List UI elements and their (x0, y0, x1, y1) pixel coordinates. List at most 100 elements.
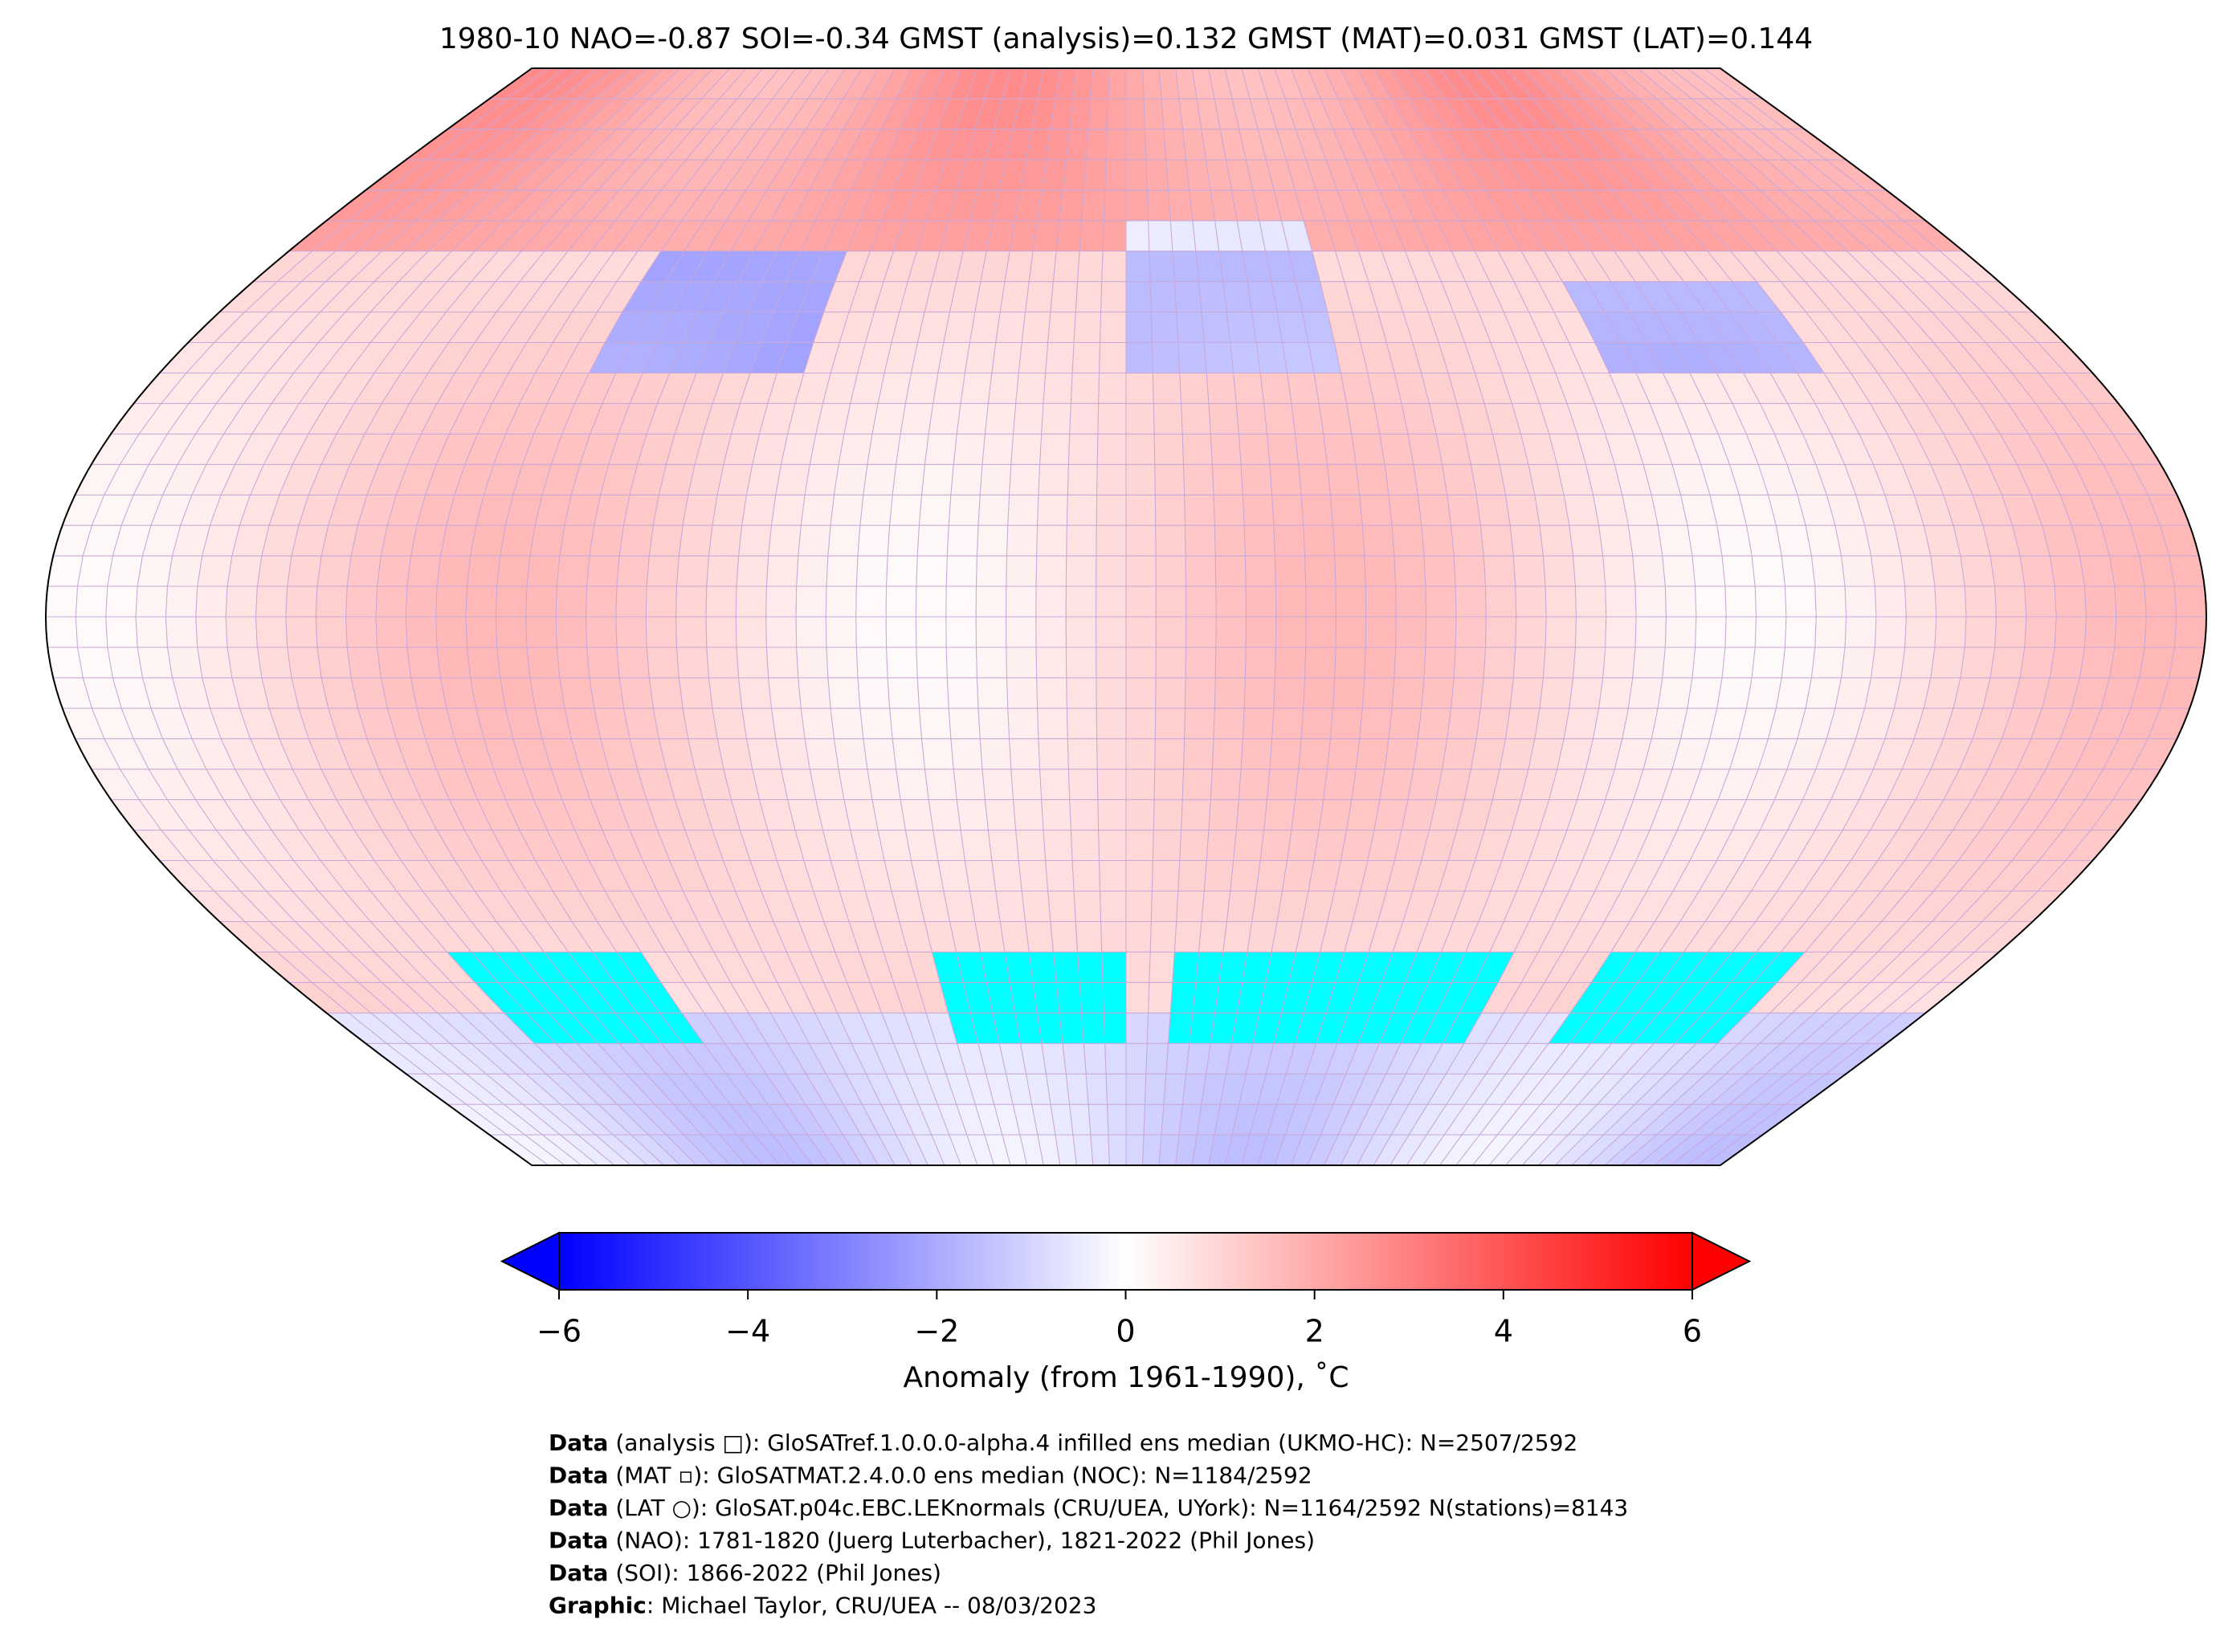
grid-cell (916, 677, 949, 709)
footer-text: (LAT ○): GloSAT.p04c.EBC.LEKnormals (CRU… (608, 1495, 1628, 1521)
grid-cell (675, 616, 708, 648)
grid-cell (1153, 799, 1183, 831)
grid-cell (1097, 402, 1127, 434)
grid-cell (1177, 860, 1207, 891)
grid-cell (1067, 463, 1098, 496)
grid-cell (708, 677, 743, 709)
grid-cell (470, 677, 507, 709)
grid-cell (1662, 647, 1696, 679)
grid-cell (928, 402, 961, 434)
grid-cell (1100, 281, 1127, 313)
grid-cell (1686, 68, 1747, 100)
grid-cell (375, 585, 408, 618)
grid-cell (1394, 647, 1426, 679)
grid-cell (924, 433, 957, 465)
grid-cell (859, 68, 896, 100)
grid-cell (465, 585, 498, 618)
grid-cell (1244, 555, 1276, 587)
grid-cell (1413, 463, 1448, 496)
grid-cell (500, 524, 536, 557)
grid-cell (1326, 738, 1361, 770)
grid-cell (1810, 647, 1846, 679)
grid-cell (1069, 98, 1092, 130)
grid-cell (1208, 68, 1233, 100)
grid-cell (439, 524, 477, 557)
grid-cell (1605, 616, 1637, 648)
grid-cell (1125, 312, 1153, 343)
grid-cell (1169, 981, 1197, 1014)
grid-cell (1169, 220, 1197, 252)
grid-cell (800, 494, 835, 526)
grid-cell (1379, 769, 1414, 801)
grid-cell (682, 494, 718, 526)
grid-cell (495, 616, 528, 648)
grid-cell (1125, 708, 1157, 740)
grid-cell (1006, 585, 1037, 618)
grid-cell (1453, 555, 1487, 587)
grid-cell (1018, 860, 1049, 891)
grid-cell (1179, 830, 1210, 862)
grid-cell (1542, 647, 1576, 679)
grid-cell (1874, 616, 1907, 648)
grid-cell (855, 647, 888, 679)
grid-cell (1814, 616, 1847, 648)
grid-cell (524, 68, 583, 100)
grid-cell (1206, 830, 1237, 862)
grid-cell (918, 494, 952, 526)
grid-cell (496, 555, 531, 587)
grid-cell (804, 738, 839, 770)
grid-cell (1185, 677, 1216, 709)
grid-cell (1620, 68, 1675, 100)
grid-cell (1627, 677, 1663, 709)
grid-cell (1388, 494, 1422, 526)
grid-cell (1032, 981, 1060, 1014)
grid-cell (1099, 860, 1127, 891)
footer-line: Data (MAT ▫): GloSATMAT.2.4.0.0 ens medi… (549, 1462, 1312, 1489)
grid-cell (706, 647, 740, 679)
grid-cell (1125, 585, 1157, 618)
grid-cell (1177, 342, 1207, 373)
grid-cell (1291, 799, 1324, 831)
grid-cell (1208, 799, 1239, 831)
grid-cell (1243, 524, 1276, 557)
grid-cell (770, 708, 806, 740)
grid-cell (1102, 981, 1127, 1014)
grid-cell (1144, 1073, 1167, 1105)
grid-cell (137, 647, 173, 679)
grid-cell (1340, 68, 1375, 100)
grid-cell (1007, 708, 1039, 740)
grid-cell (964, 342, 997, 373)
grid-cell (708, 524, 743, 557)
grid-cell (765, 585, 798, 618)
grid-cell (950, 738, 983, 770)
grid-cell (1013, 402, 1044, 434)
grid-cell (1081, 1012, 1106, 1044)
grid-cell (1290, 68, 1321, 100)
grid-cell (1395, 585, 1427, 618)
grid-cell (406, 647, 442, 679)
grid-cell (1295, 433, 1328, 465)
grid-cell (1038, 738, 1069, 770)
grid-cell (1125, 1073, 1147, 1105)
grid-cell (1384, 463, 1419, 496)
grid-cell (1781, 555, 1816, 587)
grid-cell (824, 68, 863, 100)
grid-cell (1930, 647, 1965, 679)
grid-cell (226, 555, 263, 587)
grid-cell (406, 555, 442, 587)
grid-cell (1534, 708, 1570, 740)
grid-cell (555, 616, 588, 648)
grid-cell (1151, 860, 1181, 891)
grid-cell (1052, 251, 1080, 283)
grid-cell (1934, 585, 1967, 618)
grid-cell (1041, 1042, 1067, 1075)
grid-cell (1413, 738, 1448, 770)
grid-cell (1090, 1134, 1110, 1165)
grid-cell (1573, 555, 1606, 587)
grid-cell (1185, 555, 1217, 587)
grid-cell (1039, 769, 1071, 801)
grid-cell (1125, 951, 1151, 983)
grid-cell (435, 585, 467, 618)
grid-cell (345, 585, 378, 618)
grid-cell (1417, 708, 1452, 740)
